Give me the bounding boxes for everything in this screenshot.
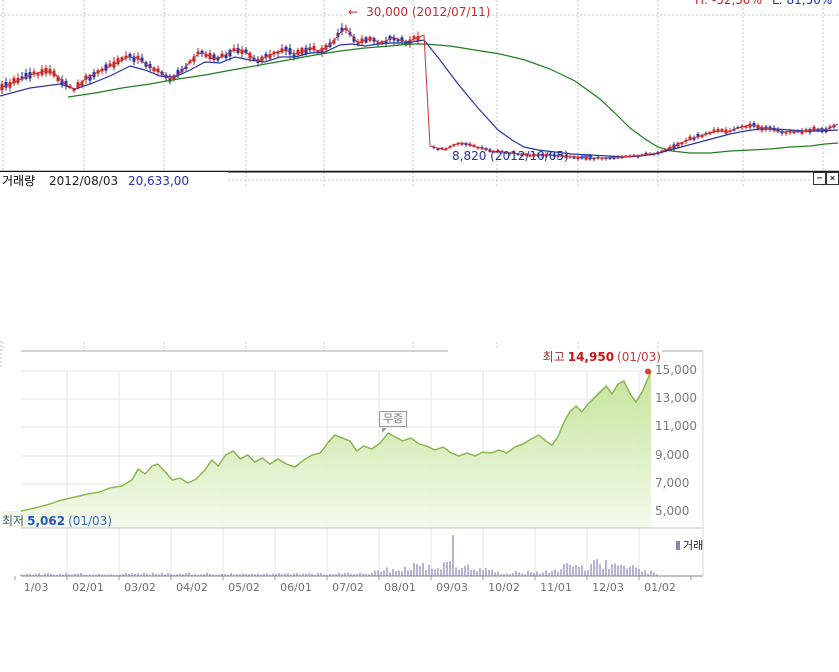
highest-value: 14,950 [567,350,615,364]
minimize-button[interactable]: − [813,172,826,185]
x-axis-label: 07/02 [332,581,364,594]
y-axis-label: 11,000 [655,419,697,433]
lowest-value: 5,062 [27,514,66,528]
lowest-date: (01/03) [68,514,113,528]
x-axis-label: 01/02 [644,581,676,594]
status-date: 2012/08/03 [48,174,119,188]
x-axis-label: 06/01 [280,581,312,594]
lowest-label: 최저 [2,514,25,528]
highest-price-annotation: 최고 14,950 (01/03) [448,348,662,365]
x-axis-label: 09/03 [436,581,468,594]
y-axis-label: 15,000 [655,363,697,377]
left-arrow-icon: ← [348,5,359,19]
y-axis-label: 5,000 [655,504,690,518]
x-axis-label: 08/01 [384,581,416,594]
tooltip-tail-icon [382,428,387,433]
y-axis-label: 7,000 [655,476,690,490]
y-axis-label: 9,000 [655,448,690,462]
x-axis-label: 12/03 [592,581,624,594]
x-axis-label: 04/02 [176,581,208,594]
event-flag-tooltip[interactable]: 무증 [379,411,408,427]
low-percent-text: L: 81,50% [771,0,833,7]
peak-annotation: ← 30,000 (2012/07/11) [346,5,493,19]
right-arrow-icon: → [582,149,593,163]
highest-date: (01/03) [617,350,661,364]
high-percent-text: H: -52,50% [695,0,762,7]
x-axis-label: 05/02 [228,581,260,594]
trough-annotation: 8,820 (2012/10/05) → [452,149,593,163]
x-axis-label: 10/02 [488,581,520,594]
trough-annotation-text: 8,820 (2012/10/05) [452,149,569,163]
volume-panel-title: 거래량 [2,174,36,188]
x-axis-label: 03/02 [124,581,156,594]
volume-legend: 거래량 [676,537,703,550]
volume-legend-label: 거래량 [683,539,703,550]
status-volume-value: 20,633,00 [127,174,190,188]
lowest-price-annotation: 최저 5,062 (01/03) [2,512,112,529]
volume-panel-header: 거래량 2012/08/03 20,633,00 [0,172,228,188]
peak-annotation-text: 30,000 (2012/07/11) [366,5,491,19]
volume-legend-icon [676,541,680,550]
area-chart[interactable] [0,340,839,600]
close-button[interactable]: × [826,172,839,185]
x-axis-label: 02/01 [72,581,104,594]
x-axis-label: 1/03 [23,581,49,594]
candlestick-chart[interactable] [0,0,839,190]
high-low-percent: H: -52,50% L: 81,50% [695,0,832,7]
y-axis-label: 13,000 [655,391,697,405]
x-axis-label: 11/01 [540,581,572,594]
highest-label: 최고 [542,350,565,364]
